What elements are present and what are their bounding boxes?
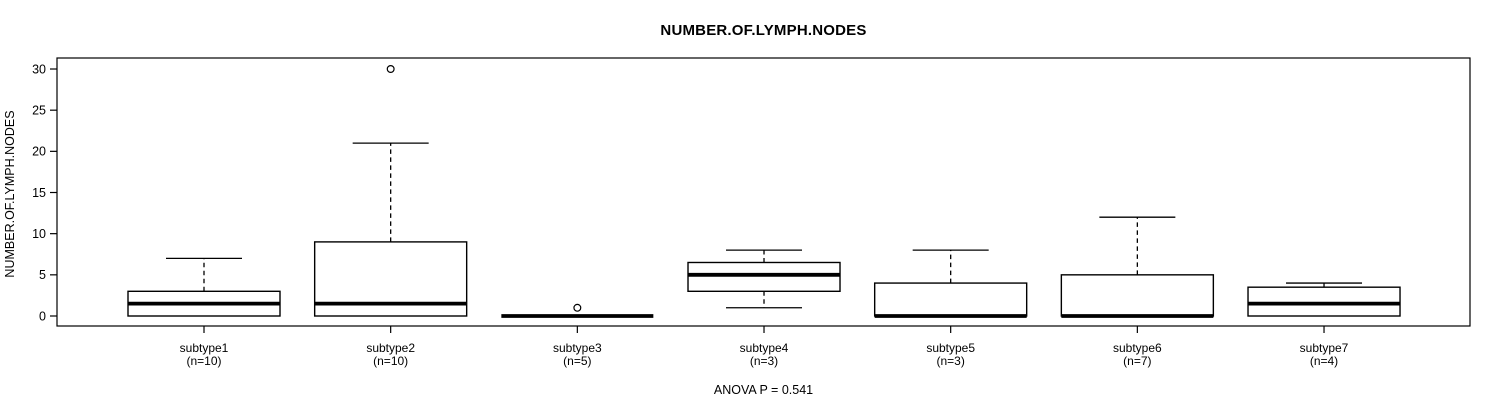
x-tick-label: subtype2 [366,341,415,355]
x-tick-sublabel: (n=3) [750,354,778,368]
x-tick-sublabel: (n=5) [563,354,591,368]
y-tick-label: 25 [32,104,46,118]
x-tick-sublabel: (n=10) [186,354,221,368]
boxplot-group-subtype6: subtype6(n=7) [1060,216,1215,368]
iqr-box [873,282,1028,317]
y-tick-label: 20 [32,145,46,159]
iqr-box [687,261,841,293]
x-tick-label: subtype6 [1113,341,1162,355]
x-tick-label: subtype7 [1300,341,1349,355]
boxplot-group-subtype7: subtype7(n=4) [1247,282,1401,368]
x-tick-sublabel: (n=4) [1310,354,1338,368]
boxplot-group-subtype2: subtype2(n=10) [313,65,468,368]
boxplot-group-subtype1: subtype1(n=10) [127,257,281,368]
outlier-point [573,303,582,312]
y-tick-label: 15 [32,186,46,200]
y-tick-label: 30 [32,62,46,76]
iqr-box [1060,274,1215,317]
x-tick-label: subtype3 [553,341,602,355]
x-tick-sublabel: (n=7) [1123,354,1151,368]
x-tick-sublabel: (n=10) [373,354,408,368]
x-tick-label: subtype1 [180,341,229,355]
x-tick-label: subtype4 [740,341,789,355]
chart-title: NUMBER.OF.LYMPH.NODES [660,22,867,39]
y-tick-label: 5 [39,268,46,282]
boxplot-group-subtype3: subtype3(n=5) [501,303,654,368]
y-tick-label: 0 [39,309,46,323]
x-tick-label: subtype5 [926,341,975,355]
iqr-box [1247,286,1401,317]
boxplot-group-subtype4: subtype4(n=3) [687,249,841,368]
x-tick-sublabel: (n=3) [937,354,965,368]
boxplot-group-subtype5: subtype5(n=3) [873,249,1028,368]
y-tick-label: 10 [32,227,46,241]
outlier-point [386,65,395,74]
anova-p-text: ANOVA P = 0.541 [713,383,814,397]
